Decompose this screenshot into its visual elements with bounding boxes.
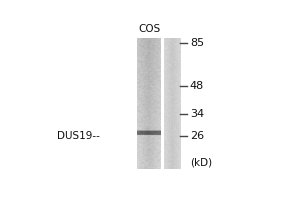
Text: DUS19--: DUS19-- [57,131,100,141]
Text: 34: 34 [190,109,204,119]
Text: 48: 48 [190,81,204,91]
Text: COS: COS [138,24,160,34]
Text: 85: 85 [190,38,204,48]
Text: (kD): (kD) [190,158,212,168]
Text: 26: 26 [190,131,204,141]
